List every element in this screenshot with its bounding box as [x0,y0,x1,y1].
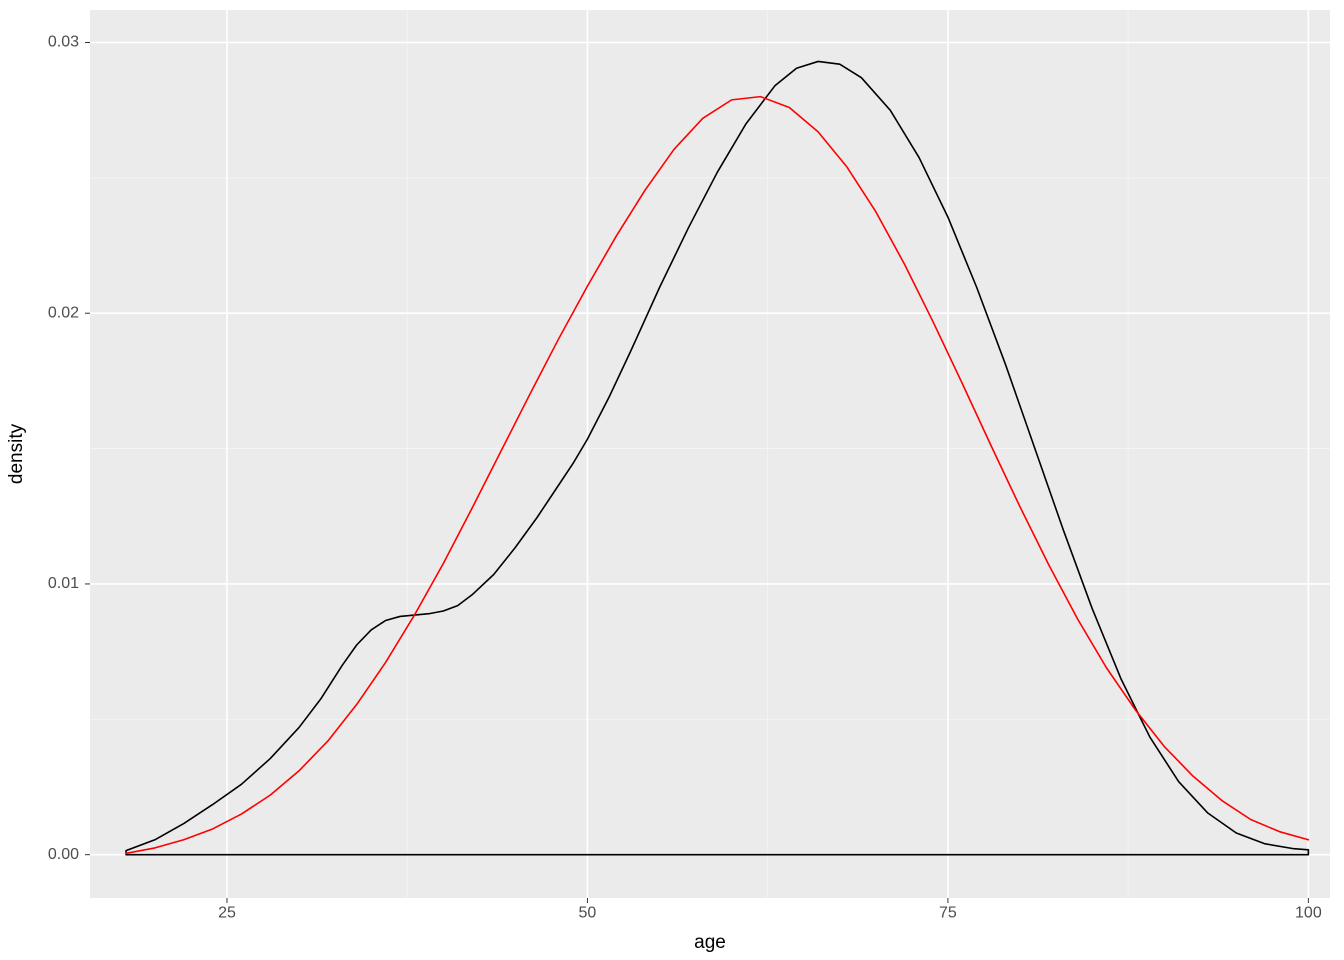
y-tick-label: 0.02 [48,304,79,321]
y-tick-label: 0.03 [48,34,79,51]
y-tick-label: 0.01 [48,575,79,592]
plot-panel [90,10,1330,898]
y-axis-label: density [6,423,27,484]
x-tick-label: 75 [939,904,957,921]
density-chart: 25 50 75 100 0.00 0.01 0.02 0.03 age density [0,0,1344,960]
x-tick-label: 50 [579,904,597,921]
x-axis-label: age [694,932,726,953]
x-tick-label: 100 [1295,904,1322,921]
y-tick-label: 0.00 [48,846,79,863]
x-tick-label: 25 [218,904,236,921]
